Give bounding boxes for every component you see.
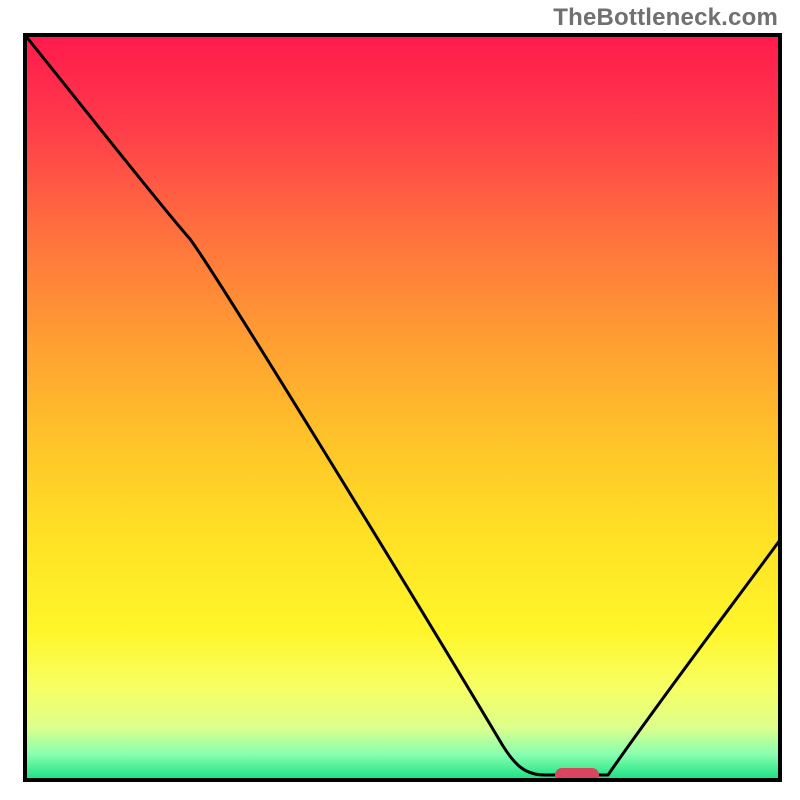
watermark-text: TheBottleneck.com [553,4,778,32]
bottleneck-chart [0,0,800,800]
plot-background [25,35,780,780]
